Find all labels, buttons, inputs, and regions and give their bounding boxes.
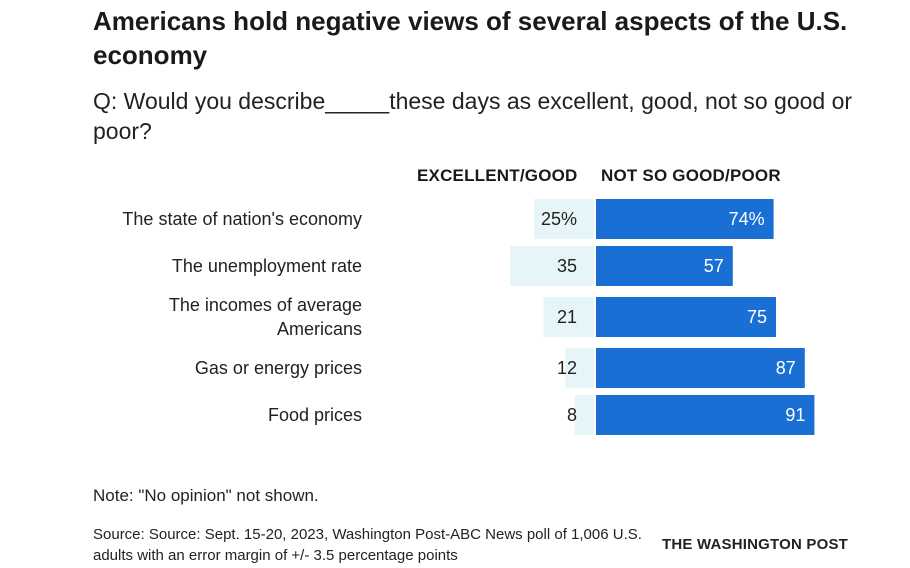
value-label-not-so-good-poor: 91 [785, 405, 805, 425]
category-label: The state of nation's economy [122, 209, 362, 229]
value-label-excellent-good: 12 [557, 358, 577, 378]
bar-excellent-good [574, 395, 594, 435]
bar-excellent-good [543, 297, 594, 337]
bar-excellent-good [565, 348, 594, 388]
chart-source: Source: Source: Sept. 15-20, 2023, Washi… [93, 526, 642, 564]
chart-note: Note: "No opinion" not shown. [93, 486, 319, 505]
value-label-excellent-good: 21 [557, 307, 577, 327]
chart-subtitle: Q: Would you describe_____these days as … [93, 88, 853, 144]
bar-excellent-good [510, 246, 594, 286]
chart-title: Americans hold negative views of several… [93, 6, 848, 70]
bar-excellent-good [534, 199, 594, 239]
category-label: The unemployment rate [172, 256, 362, 276]
value-label-not-so-good-poor: 87 [776, 358, 796, 378]
bar-not-so-good-poor [596, 199, 774, 239]
bar-not-so-good-poor [596, 246, 733, 286]
publisher-credit: THE WASHINGTON POST [662, 536, 849, 553]
value-label-not-so-good-poor: 74% [729, 209, 765, 229]
bar-not-so-good-poor [596, 297, 776, 337]
value-label-excellent-good: 35 [557, 256, 577, 276]
value-label-excellent-good: 25% [541, 209, 577, 229]
legend-not-so-good-poor: NOT SO GOOD/POOR [601, 166, 781, 185]
bar-not-so-good-poor [596, 348, 805, 388]
bar-not-so-good-poor [596, 395, 815, 435]
legend-excellent-good: EXCELLENT/GOOD [417, 166, 578, 185]
value-label-excellent-good: 8 [567, 405, 577, 425]
category-label: Gas or energy prices [195, 358, 362, 378]
value-label-not-so-good-poor: 75 [747, 307, 767, 327]
value-label-not-so-good-poor: 57 [704, 256, 724, 276]
category-label: Food prices [268, 405, 362, 425]
category-label: The incomes of average Americans [169, 295, 362, 339]
